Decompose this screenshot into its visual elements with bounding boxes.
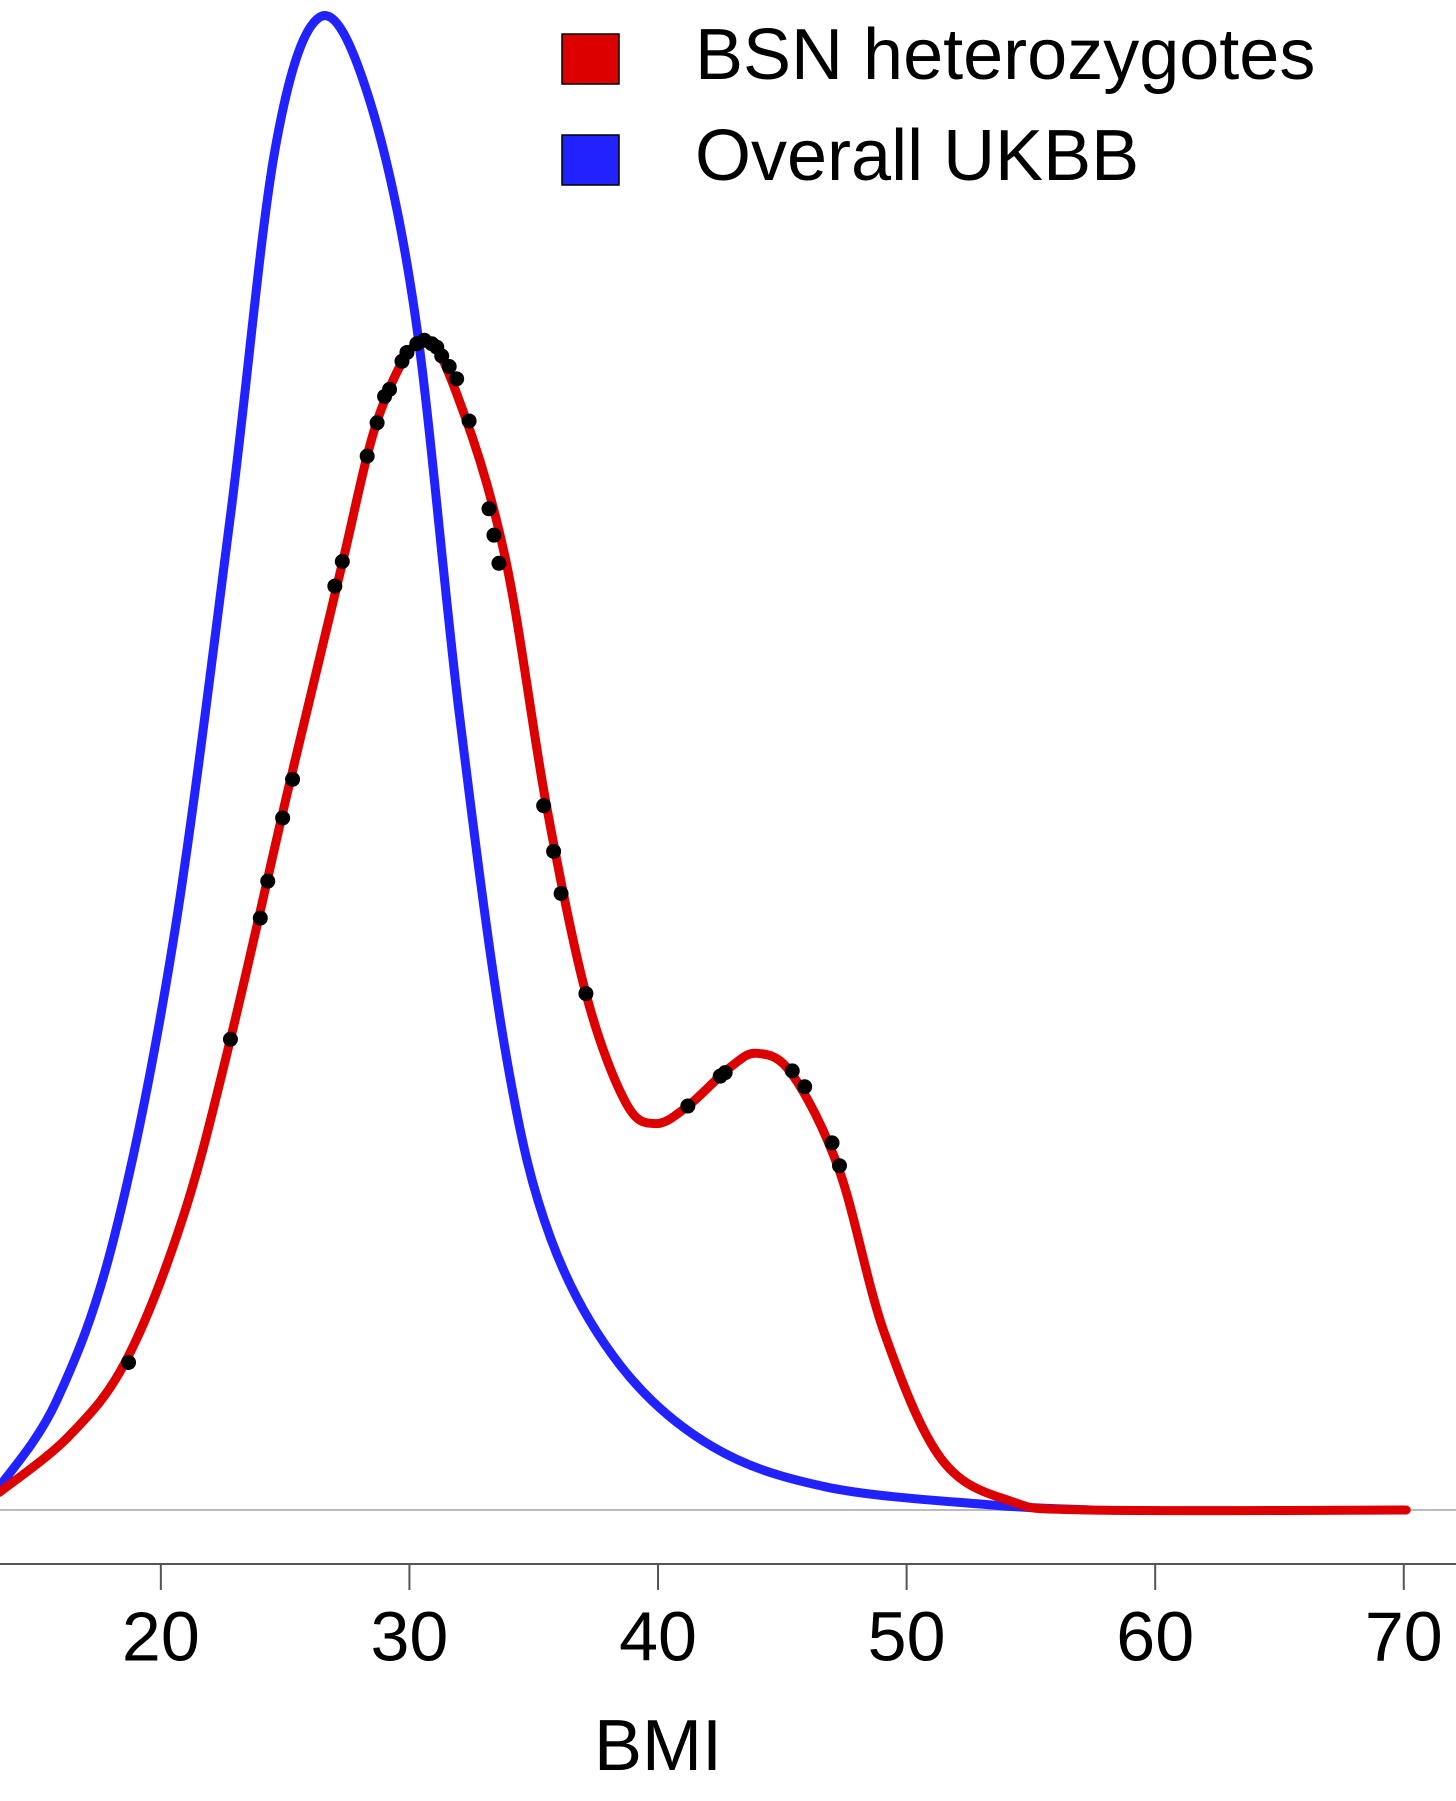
data-point: [334, 554, 350, 570]
data-point: [449, 371, 465, 387]
x-tick-label: 60: [1116, 1597, 1194, 1675]
x-axis-label: BMI: [594, 1706, 722, 1786]
data-point: [491, 555, 507, 571]
legend-swatch: [561, 33, 620, 85]
legend-swatch: [561, 134, 620, 186]
data-point: [536, 798, 552, 814]
data-point: [461, 413, 477, 429]
data-point: [252, 910, 268, 926]
x-tick-label: 20: [122, 1597, 200, 1675]
data-point: [369, 415, 385, 431]
x-tick-label: 50: [868, 1597, 946, 1675]
data-point: [831, 1158, 847, 1174]
x-tick-label: 40: [619, 1597, 697, 1675]
data-point: [399, 344, 415, 360]
legend-label: BSN heterozygotes: [695, 15, 1315, 95]
data-point: [222, 1031, 238, 1047]
data-point: [578, 986, 594, 1002]
data-point: [434, 348, 450, 364]
data-point: [382, 381, 398, 397]
data-point: [285, 771, 301, 787]
data-point: [275, 810, 291, 826]
data-point: [553, 885, 569, 901]
data-point: [486, 527, 502, 543]
data-point: [260, 873, 276, 889]
density-curve: [0, 11, 1096, 1515]
data-point: [797, 1079, 813, 1095]
data-point: [784, 1063, 800, 1079]
data-point: [481, 501, 497, 517]
data-point: [824, 1135, 840, 1151]
data-point: [717, 1065, 733, 1081]
data-point: [121, 1354, 137, 1370]
legend-label: Overall UKBB: [695, 116, 1139, 196]
data-point: [680, 1098, 696, 1114]
data-point: [327, 578, 343, 594]
data-point: [441, 359, 457, 375]
x-tick-label: 70: [1365, 1597, 1443, 1675]
data-point: [359, 448, 375, 464]
x-tick-label: 30: [370, 1597, 448, 1675]
density-curve: [0, 335, 1411, 1516]
data-point: [546, 843, 562, 859]
